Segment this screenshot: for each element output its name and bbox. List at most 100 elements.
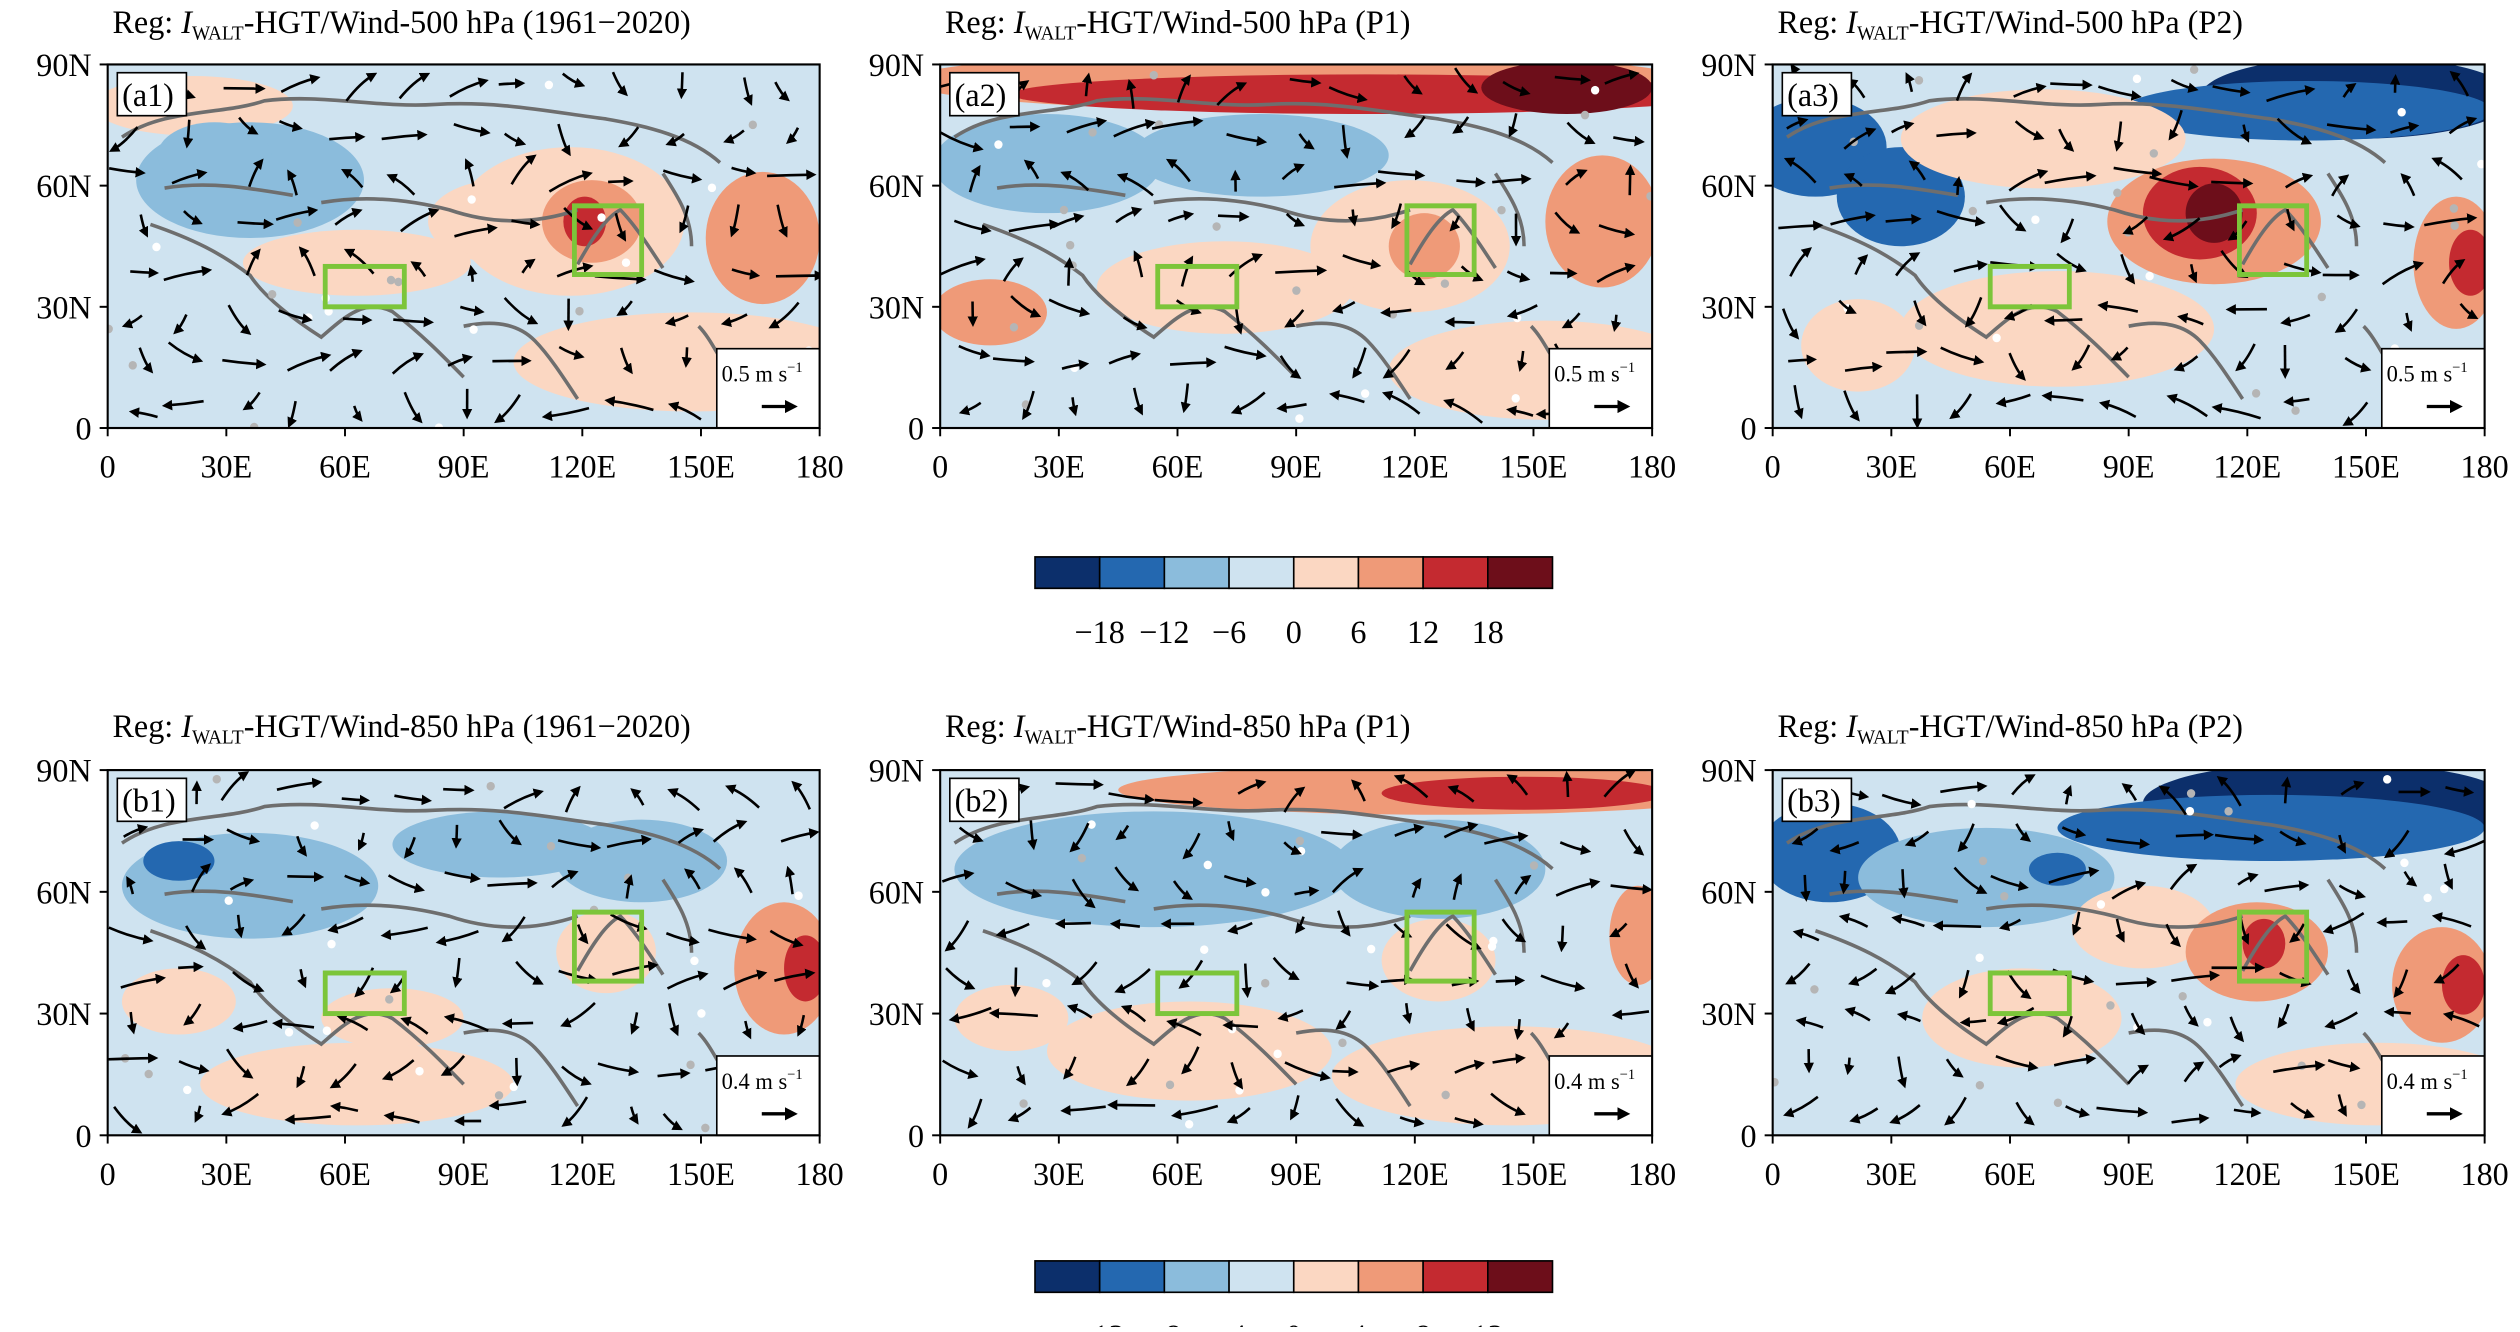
wind-vector — [686, 347, 687, 364]
wind-vector — [1903, 869, 1905, 895]
x-tick-label: 60E — [319, 1156, 371, 1192]
wind-vector — [2047, 319, 2082, 320]
significance-dot — [1770, 1078, 1778, 1087]
significance-dot — [697, 1009, 705, 1018]
wind-vector — [499, 83, 523, 84]
title-prefix: Reg: — [945, 5, 1014, 41]
colorbar-swatch — [1294, 557, 1359, 588]
significance-dot — [2113, 189, 2121, 198]
significance-dot — [2000, 892, 2008, 901]
wind-vector — [1332, 1071, 1355, 1072]
significance-dot — [2133, 75, 2141, 84]
x-tick-label: 180 — [796, 1156, 844, 1192]
colorbar-swatch — [1035, 1261, 1100, 1292]
reference-value: 0.5 m s — [1554, 361, 1620, 386]
title-prefix: Reg: — [945, 709, 1014, 745]
y-tick-label: 90N — [1701, 48, 1756, 84]
colorbar-tick-label: −18 — [1075, 614, 1125, 650]
significance-dot — [1967, 800, 1975, 809]
wind-vector — [1788, 360, 1814, 362]
significance-dot — [495, 1091, 503, 1100]
title-index-sub: WALT — [1857, 727, 1909, 748]
significance-dot — [183, 1086, 191, 1095]
significance-dot — [547, 842, 555, 851]
panel-tag: (a3) — [1787, 77, 1839, 113]
panel-title: Reg: IWALT-HGT/Wind-500 hPa (1961−2020) — [113, 5, 691, 45]
wind-vector — [516, 1058, 517, 1083]
x-tick-label: 180 — [1628, 449, 1676, 485]
significance-dot — [2383, 775, 2391, 784]
colorbar-swatch — [1488, 557, 1553, 588]
significance-dot — [469, 325, 477, 334]
significance-dot — [2450, 204, 2458, 213]
significance-dot — [1975, 953, 1983, 962]
significance-dot — [1488, 942, 1496, 951]
panel-b3: Reg: IWALT-HGT/Wind-850 hPa (P2)(b3)0.4 … — [1701, 709, 2520, 1193]
significance-dot — [994, 140, 1002, 149]
significance-dot — [545, 81, 553, 90]
significance-dot — [1367, 945, 1375, 954]
significance-dot — [2440, 885, 2448, 894]
significance-dot — [1166, 1081, 1174, 1090]
hgt-anomaly-region — [243, 230, 471, 296]
significance-dot — [1297, 847, 1305, 856]
hgt-anomaly-region — [1901, 271, 2214, 387]
significance-dot — [2291, 406, 2299, 415]
significance-dot — [1979, 857, 1987, 866]
x-tick-label: 120E — [548, 449, 616, 485]
reference-exponent: −1 — [2452, 360, 2467, 376]
wind-vector — [2387, 1012, 2411, 1013]
x-tick-label: 0 — [1765, 1156, 1781, 1192]
title-index-sub: WALT — [1024, 23, 1076, 44]
wind-vector — [2211, 182, 2250, 183]
significance-dot — [1969, 207, 1977, 216]
wind-vector — [767, 175, 813, 176]
hgt-anomaly-region — [1801, 299, 1915, 392]
significance-dot — [285, 1028, 293, 1037]
y-tick-label: 30N — [36, 997, 91, 1033]
title-prefix: Reg: — [113, 5, 182, 41]
hgt-anomaly-region — [2057, 795, 2484, 861]
significance-dot — [1066, 241, 1074, 250]
x-tick-label: 30E — [200, 1156, 252, 1192]
wind-vector — [1225, 1025, 1258, 1027]
wind-vector — [1630, 168, 1631, 196]
y-tick-label: 0 — [1741, 411, 1757, 447]
significance-dot — [575, 307, 583, 316]
wind-vector — [1957, 179, 1958, 195]
significance-dot — [1441, 1091, 1449, 1100]
significance-dot — [268, 290, 276, 299]
x-tick-label: 60E — [319, 449, 371, 485]
reference-value: 0.4 m s — [1554, 1069, 1620, 1094]
hgt-anomaly-region — [954, 811, 1353, 927]
significance-dot — [1060, 206, 1068, 215]
wind-vector — [107, 1058, 155, 1059]
x-tick-label: 30E — [1865, 449, 1917, 485]
x-tick-label: 120E — [548, 1156, 616, 1192]
y-tick-label: 30N — [869, 997, 924, 1033]
significance-dot — [213, 775, 221, 784]
wind-vector — [776, 275, 822, 276]
hgt-anomaly-region — [1389, 321, 1702, 420]
reference-exponent: −1 — [787, 1067, 802, 1083]
significance-dot — [1512, 394, 1520, 403]
y-tick-label: 0 — [908, 411, 924, 447]
wind-vector — [1848, 1058, 1850, 1072]
significance-dot — [1810, 985, 1818, 994]
wind-vector — [1886, 352, 1924, 353]
title-prefix: Reg: — [1778, 5, 1847, 41]
x-tick-label: 30E — [1033, 1156, 1085, 1192]
x-tick-label: 120E — [1381, 449, 1449, 485]
significance-dot — [1042, 979, 1050, 988]
y-tick-label: 0 — [908, 1118, 924, 1154]
wind-vector — [471, 268, 473, 282]
x-tick-label: 90E — [2103, 449, 2155, 485]
reference-exponent: −1 — [787, 360, 802, 376]
significance-dot — [385, 995, 393, 1004]
x-tick-label: 150E — [1500, 1156, 1568, 1192]
hgt-anomaly-region — [1382, 919, 1496, 1002]
wind-vector — [287, 876, 321, 877]
title-index-sub: WALT — [1857, 23, 1909, 44]
significance-dot — [415, 1067, 423, 1076]
